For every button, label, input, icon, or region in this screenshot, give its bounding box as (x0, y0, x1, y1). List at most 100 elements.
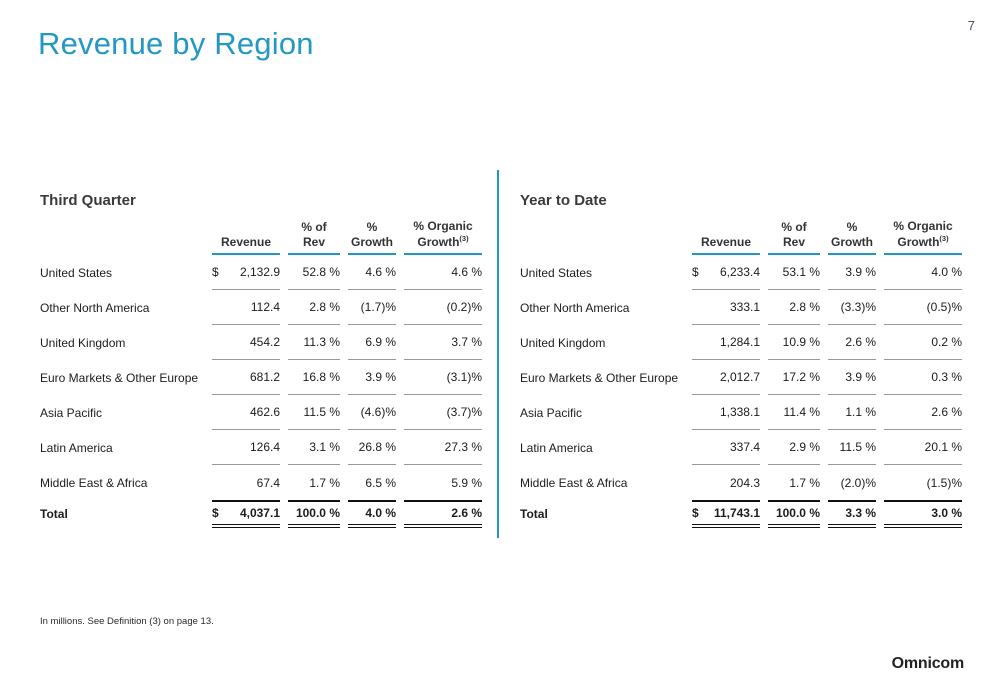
revenue-value: 204.3 (729, 475, 760, 490)
footnote: In millions. See Definition (3) on page … (40, 616, 214, 627)
pct-of-rev-cell: 53.1 % (768, 255, 820, 290)
pct-of-rev-cell: 16.8 % (288, 360, 340, 395)
revenue-value: 4,037.1 (239, 506, 280, 520)
region-label: United Kingdom (520, 335, 606, 350)
growth-cell: 26.8 % (348, 430, 396, 465)
revenue-cell: $4,037.1 (212, 500, 280, 528)
revenue-cell: 67.4 (212, 465, 280, 500)
table-row: Latin America 126.4 3.1 % 26.8 % 27.3 % (40, 430, 482, 465)
growth-cell: 3.3 % (828, 500, 876, 528)
table-header-row: Revenue % of Rev % Growth % Organic Grow… (40, 209, 482, 255)
table-row: Other North America 112.4 2.8 % (1.7)% (0.2)… (40, 290, 482, 325)
revenue-value: 1,338.1 (719, 405, 760, 419)
table-row: Asia Pacific 1,338.1 11.4 % 1.1 % 2.6 % (520, 395, 962, 430)
growth-cell: 4.0 % (348, 500, 396, 528)
pct-of-rev-cell: 1.7 % (309, 475, 340, 490)
growth-cell: (3.3)% (828, 290, 876, 325)
organic-growth-cell: 27.3 % (404, 430, 482, 465)
slide-title: Revenue by Region (38, 26, 314, 61)
revenue-value: 67.4 (256, 475, 280, 490)
revenue-value: 2,012.7 (719, 370, 760, 384)
header-organic-word: Growth (897, 235, 940, 249)
organic-growth-cell: 0.2 % (884, 325, 962, 360)
header-organic-growth: % Organic Growth(3) (404, 219, 482, 255)
pct-of-rev-cell: 11.4 % (768, 395, 820, 430)
revenue-cell: 333.1 (692, 290, 760, 325)
growth-cell: 3.9 % (348, 360, 396, 395)
table-header-row: Revenue % of Rev % Growth % Organic Grow… (520, 209, 962, 255)
table-row: Euro Markets & Other Europe 2,012.7 17.2 %… (520, 360, 962, 395)
currency-symbol: $ (692, 506, 699, 520)
revenue-cell: 337.4 (692, 430, 760, 465)
table-row: Euro Markets & Other Europe 681.2 16.8 % 3.… (40, 360, 482, 395)
vertical-divider (497, 170, 499, 538)
growth-cell: 2.6 % (828, 325, 876, 360)
organic-growth-cell: 20.1 % (884, 430, 962, 465)
table-row: Other North America 333.1 2.8 % (3.3)% (0.5)… (520, 290, 962, 325)
currency-symbol: $ (212, 265, 219, 279)
header-revenue: Revenue (212, 235, 280, 255)
table-row: Middle East & Africa 204.3 1.7 % (2.0)% (1.5… (520, 465, 962, 500)
region-label: Asia Pacific (40, 405, 103, 420)
organic-growth-cell: (0.2)% (404, 290, 482, 325)
header-organic-growth: % Organic Growth(3) (884, 219, 962, 255)
region-label: Total (520, 507, 548, 521)
region-label: Euro Markets & Other Europe (40, 370, 199, 385)
revenue-cell: $11,743.1 (692, 500, 760, 528)
revenue-cell: 1,284.1 (692, 325, 760, 360)
third-quarter-table: Third Quarter Revenue % of Rev % Growth … (40, 192, 482, 528)
revenue-value: 333.1 (729, 300, 760, 314)
header-line: % of (301, 220, 327, 234)
revenue-value: 1,284.1 (719, 335, 760, 349)
header-line: Growth(3) (404, 234, 482, 250)
revenue-value: 2,132.9 (239, 265, 280, 279)
region-label: Euro Markets & Other Europe (520, 370, 679, 385)
revenue-cell: $6,233.4 (692, 255, 760, 290)
table-body: United States $2,132.9 52.8 % 4.6 % 4.6 % Oth… (40, 255, 482, 528)
organic-growth-cell: 4.6 % (404, 255, 482, 290)
header-growth: % Growth (828, 220, 876, 255)
growth-cell: (1.7)% (348, 290, 396, 325)
revenue-cell: 454.2 (212, 325, 280, 360)
organic-growth-cell: 2.6 % (884, 395, 962, 430)
revenue-value: 126.4 (249, 440, 280, 454)
revenue-cell: 681.2 (212, 360, 280, 395)
header-line: % Organic (413, 219, 473, 233)
revenue-cell: 204.3 (692, 465, 760, 500)
region-label: Total (40, 507, 68, 521)
region-label: Latin America (40, 440, 113, 455)
table-row: United States $6,233.4 53.1 % 3.9 % 4.0 % (520, 255, 962, 290)
organic-growth-cell: (3.1)% (404, 360, 482, 395)
organic-growth-cell: 5.9 % (451, 475, 482, 490)
organic-growth-cell: (0.5)% (884, 290, 962, 325)
revenue-value: 337.4 (729, 440, 760, 454)
region-label: Other North America (40, 300, 150, 315)
organic-growth-cell: 4.0 % (884, 255, 962, 290)
region-label: United Kingdom (40, 335, 126, 350)
organic-growth-cell: (3.7)% (404, 395, 482, 430)
organic-growth-cell: 2.6 % (404, 500, 482, 528)
region-label: United States (520, 265, 593, 280)
omnicom-logo: Omnicom (891, 655, 965, 672)
table-body: United States $6,233.4 53.1 % 3.9 % 4.0 % Oth… (520, 255, 962, 528)
growth-cell: 6.5 % (365, 475, 396, 490)
revenue-value: 6,233.4 (719, 265, 760, 279)
table-total-row: Total $11,743.1 100.0 % 3.3 % 3.0 % (520, 500, 962, 528)
page-number: 7 (967, 18, 975, 33)
region-label: United States (40, 265, 113, 280)
header-pct-of-rev: % of Rev (768, 220, 820, 255)
table-title: Year to Date (520, 192, 607, 209)
revenue-value: 454.2 (249, 335, 280, 349)
header-line: Growth (831, 235, 873, 249)
table-row: Middle East & Africa 67.4 1.7 % 6.5 % 5.9 % (40, 465, 482, 500)
header-line: Growth (351, 235, 393, 249)
header-pct-of-rev: % of Rev (288, 220, 340, 255)
header-revenue-label: Revenue (700, 235, 752, 249)
growth-cell: 11.5 % (828, 430, 876, 465)
revenue-value: 462.6 (249, 405, 280, 419)
header-line: Rev (782, 235, 805, 249)
header-line: Rev (302, 235, 325, 249)
header-growth: % Growth (348, 220, 396, 255)
revenue-value: 112.4 (250, 300, 280, 314)
